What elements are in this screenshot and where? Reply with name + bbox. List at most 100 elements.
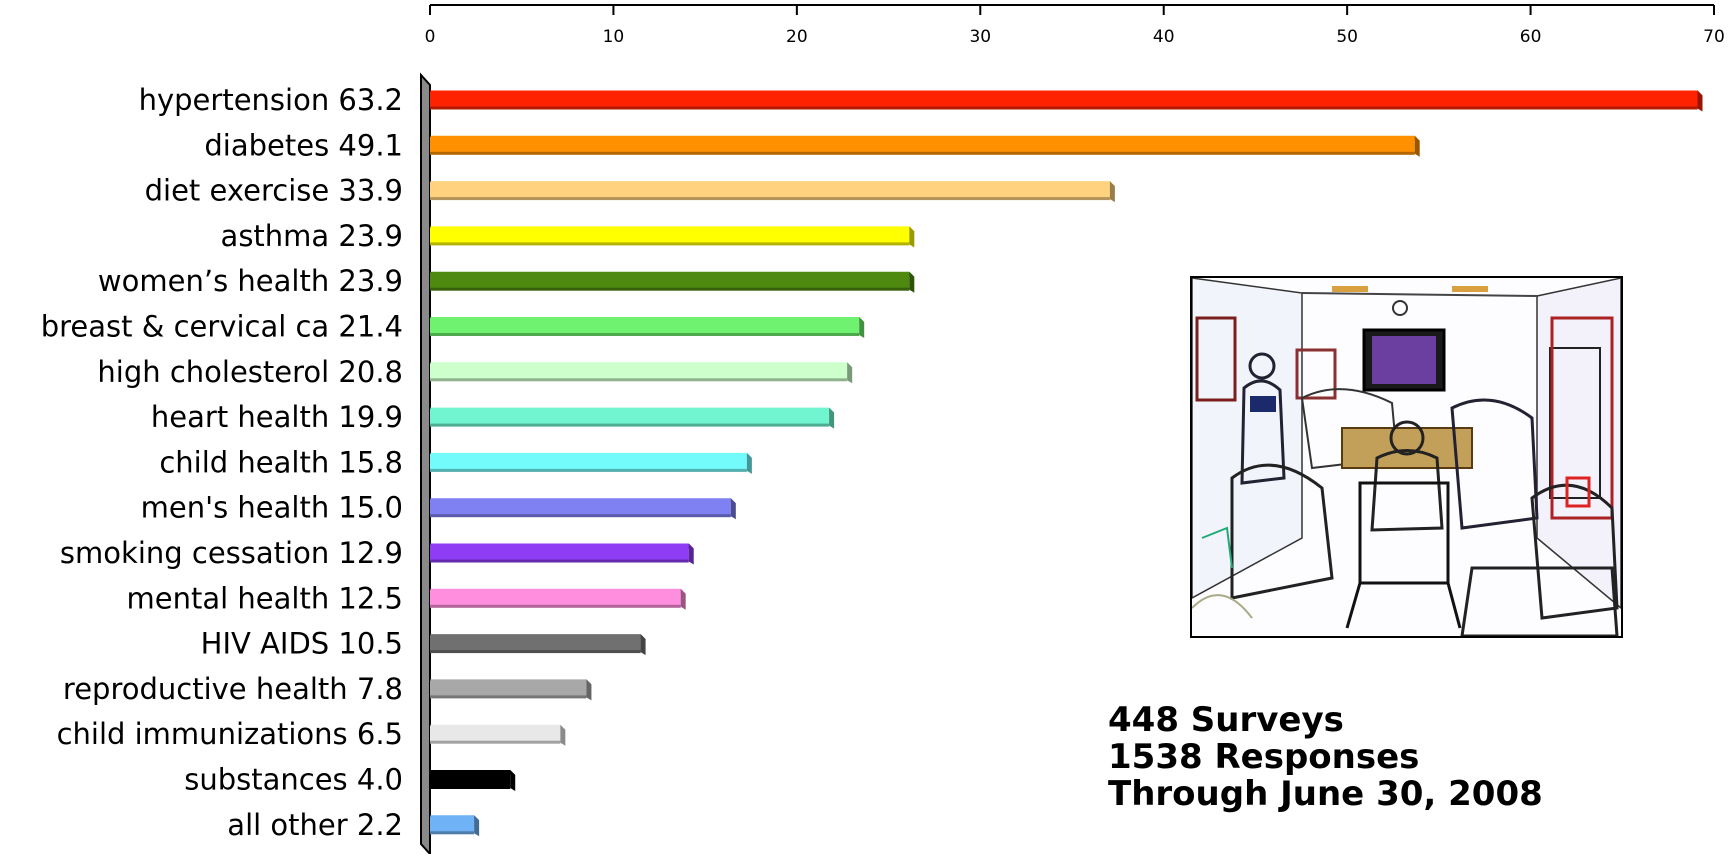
bar bbox=[430, 588, 686, 610]
bar-end-face bbox=[909, 226, 915, 248]
bar-bottom-shade bbox=[430, 559, 689, 563]
x-tick-label: 60 bbox=[1520, 27, 1542, 47]
category-label: high cholesterol 20.8 bbox=[97, 355, 403, 389]
x-tick-label: 70 bbox=[1703, 27, 1725, 47]
category-label: asthma 23.9 bbox=[221, 219, 403, 253]
category-label: heart health 19.9 bbox=[151, 400, 403, 434]
x-tick-label: 40 bbox=[1153, 27, 1175, 47]
bar bbox=[430, 634, 646, 656]
bar-end-face bbox=[746, 452, 752, 474]
bar-front-face bbox=[430, 91, 1698, 108]
bar-bottom-shade bbox=[430, 740, 561, 744]
bar-front-face bbox=[430, 136, 1415, 153]
bar-end-face bbox=[688, 543, 694, 565]
meeting-room-photo bbox=[1190, 276, 1623, 638]
category-label: women’s health 23.9 bbox=[98, 264, 403, 298]
bar-front-face bbox=[430, 499, 731, 516]
bar bbox=[430, 90, 1703, 112]
surveys-count: 448 Surveys bbox=[1108, 700, 1344, 740]
bar-bottom-shade bbox=[430, 695, 587, 699]
x-tick-label: 10 bbox=[603, 27, 625, 47]
bar-bottom-shade bbox=[430, 831, 475, 835]
bar bbox=[430, 317, 865, 338]
bar-front-face bbox=[430, 408, 830, 425]
bars bbox=[430, 90, 1703, 837]
bar-end-face bbox=[909, 271, 915, 293]
bar bbox=[430, 226, 915, 248]
bar-front-face bbox=[430, 771, 511, 787]
bar-front-face bbox=[430, 589, 681, 606]
bar-end-face bbox=[829, 407, 835, 429]
bar-end-face bbox=[474, 815, 480, 837]
bar bbox=[430, 679, 592, 701]
bar-end-face bbox=[1697, 90, 1703, 112]
bar-front-face bbox=[430, 544, 689, 561]
bar-end-face bbox=[730, 498, 736, 520]
bar-bottom-shade bbox=[430, 468, 747, 472]
bar-end-face bbox=[510, 770, 516, 791]
bar bbox=[430, 543, 694, 565]
bar bbox=[430, 770, 516, 791]
category-label: all other 2.2 bbox=[227, 808, 403, 842]
category-label: child health 15.8 bbox=[159, 445, 403, 479]
category-label: mental health 12.5 bbox=[127, 581, 403, 615]
category-label: substances 4.0 bbox=[184, 763, 403, 797]
bar-front-face bbox=[430, 363, 848, 380]
bar bbox=[430, 815, 480, 837]
category-label: child immunizations 6.5 bbox=[57, 717, 403, 751]
bar-end-face bbox=[640, 634, 646, 656]
bar-bottom-shade bbox=[430, 514, 731, 518]
category-label: reproductive health 7.8 bbox=[63, 672, 403, 706]
responses-count: 1538 Responses bbox=[1108, 737, 1420, 777]
bar bbox=[430, 724, 566, 746]
bar-end-face bbox=[1414, 135, 1420, 157]
category-label: diet exercise 33.9 bbox=[145, 174, 403, 208]
bar-front-face bbox=[430, 227, 910, 244]
category-label: HIV AIDS 10.5 bbox=[201, 627, 403, 661]
category-label: smoking cessation 12.9 bbox=[60, 536, 403, 570]
bar-bottom-shade bbox=[430, 786, 511, 789]
bar bbox=[430, 181, 1115, 203]
y-axis-wall bbox=[420, 72, 431, 857]
bar-front-face bbox=[430, 725, 561, 742]
x-axis: 0 10 20 30 40 50 60 70 bbox=[425, 4, 1725, 47]
bar-bottom-shade bbox=[430, 650, 641, 654]
bar-end-face bbox=[1109, 181, 1115, 203]
bar-end-face bbox=[859, 317, 865, 338]
bar-end-face bbox=[586, 679, 592, 701]
category-label: breast & cervical ca 21.4 bbox=[41, 310, 403, 344]
bar-bottom-shade bbox=[430, 287, 910, 291]
bar-front-face bbox=[430, 680, 587, 697]
bar-end-face bbox=[560, 724, 566, 746]
bar-bottom-shade bbox=[430, 423, 830, 427]
category-label: diabetes 49.1 bbox=[204, 128, 403, 162]
bar-front-face bbox=[430, 318, 860, 334]
bar bbox=[430, 498, 736, 520]
bar-bottom-shade bbox=[430, 151, 1415, 155]
survey-stats: 448 Surveys 1538 Responses Through June … bbox=[1108, 702, 1543, 813]
bar-bottom-shade bbox=[430, 378, 848, 382]
bar bbox=[430, 407, 835, 429]
bar-front-face bbox=[430, 635, 641, 652]
x-tick-label: 50 bbox=[1336, 27, 1358, 47]
bar-front-face bbox=[430, 816, 475, 833]
bar bbox=[430, 452, 752, 474]
x-tick-label: 30 bbox=[969, 27, 991, 47]
category-label: men's health 15.0 bbox=[141, 491, 403, 525]
bar bbox=[430, 135, 1420, 157]
bar-front-face bbox=[430, 182, 1110, 199]
meeting-room-sketch bbox=[1192, 278, 1621, 636]
bar bbox=[430, 362, 853, 384]
bar-bottom-shade bbox=[430, 197, 1110, 201]
bar-bottom-shade bbox=[430, 106, 1698, 110]
category-label: hypertension 63.2 bbox=[139, 83, 403, 117]
bar bbox=[430, 271, 915, 293]
bar-front-face bbox=[430, 453, 747, 470]
bar-bottom-shade bbox=[430, 333, 860, 336]
bar-bottom-shade bbox=[430, 242, 910, 246]
bar-end-face bbox=[847, 362, 853, 384]
bar-end-face bbox=[680, 588, 686, 610]
bar-front-face bbox=[430, 272, 910, 289]
